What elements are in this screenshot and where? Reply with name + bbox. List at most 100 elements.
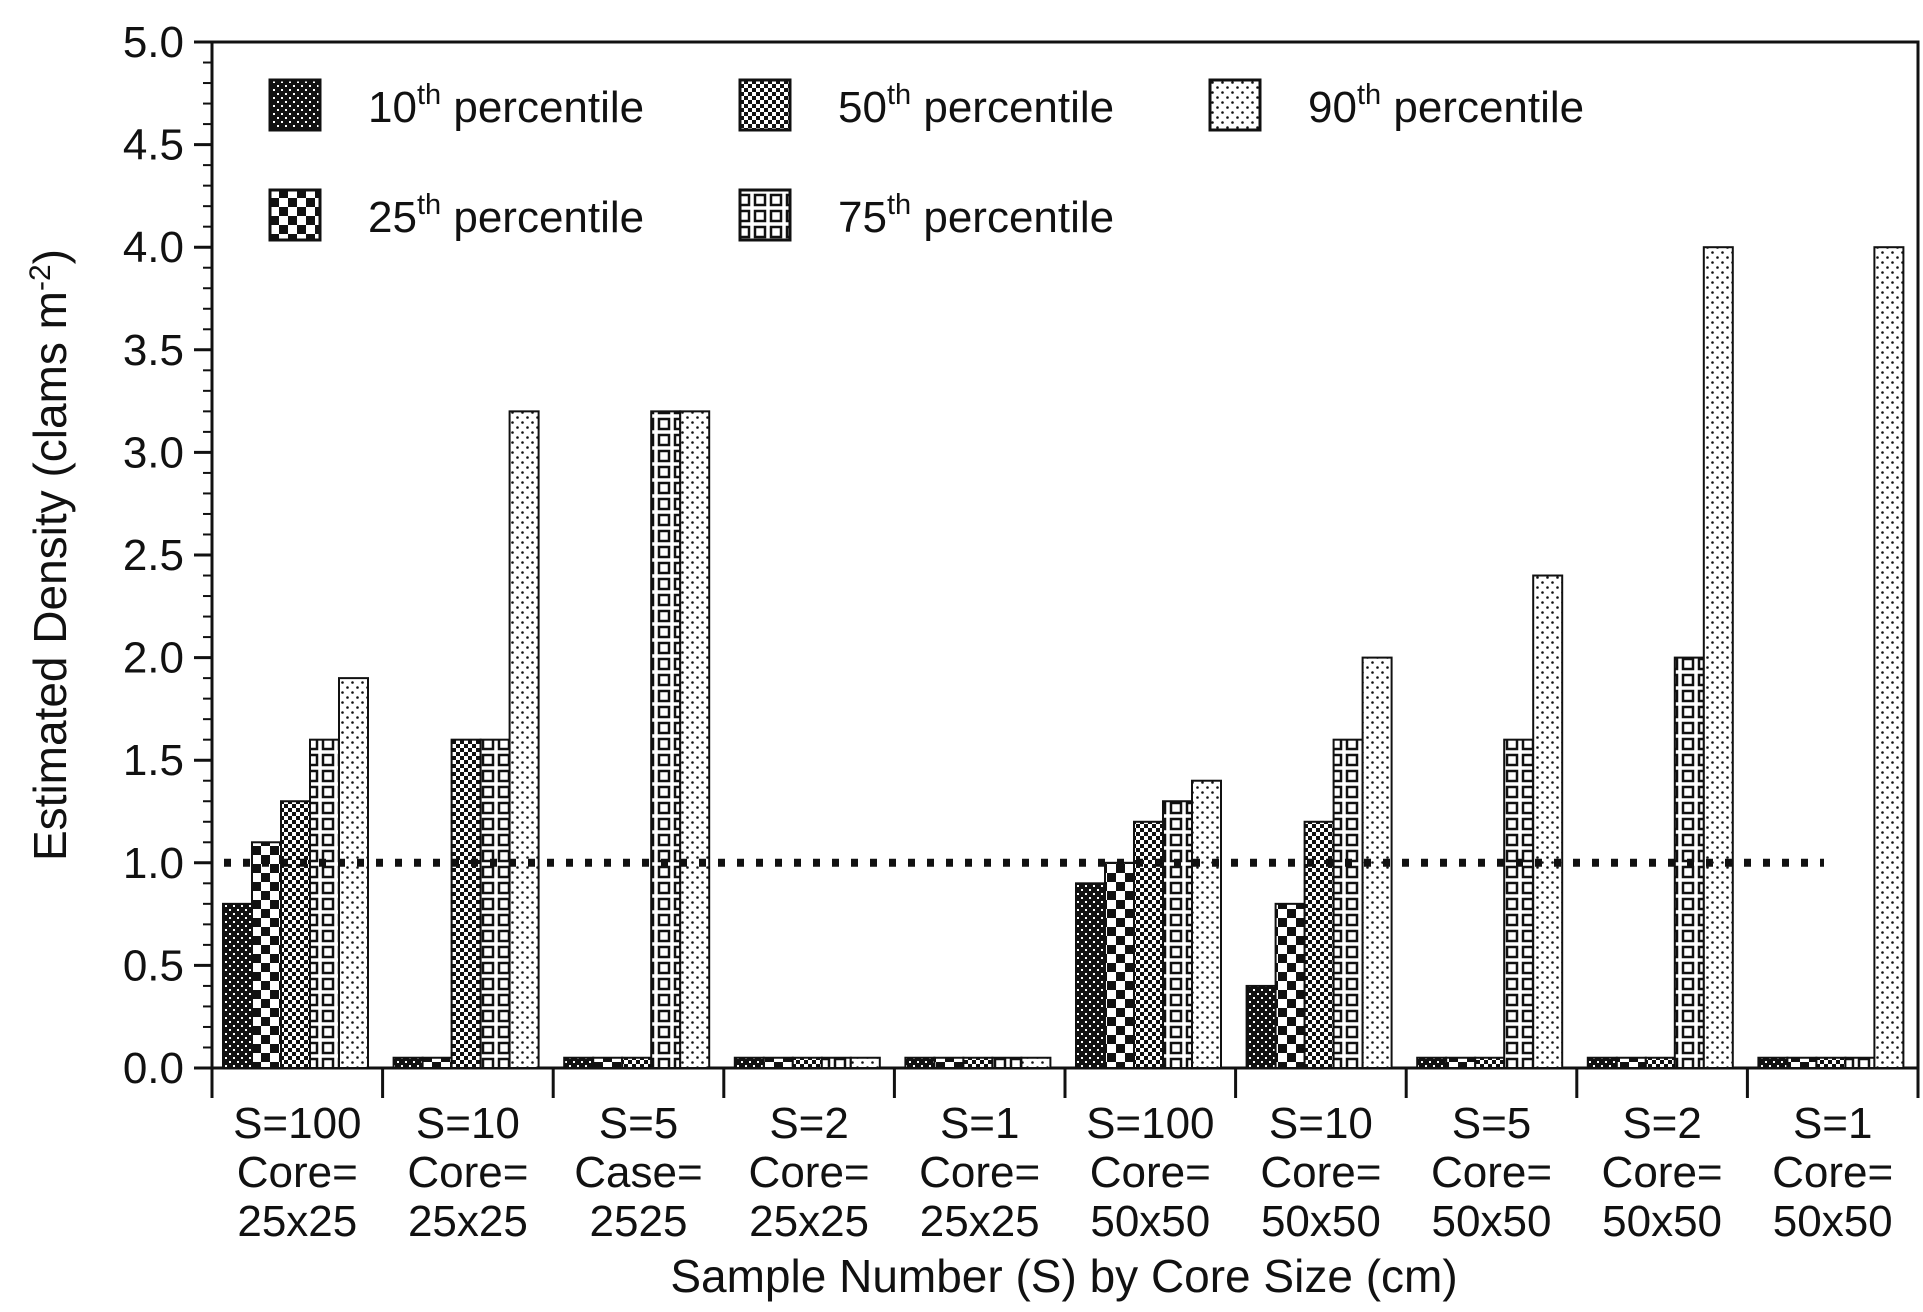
legend-label-number: 75 <box>838 193 887 242</box>
x-tick-label-line: Core= <box>1090 1148 1211 1197</box>
x-tick-label-line: S=100 <box>233 1099 361 1148</box>
y-axis-title: Estimated Density (clams m-2) <box>24 249 76 861</box>
x-tick-label-line: 25x25 <box>408 1197 528 1246</box>
x-tick-label-line: 25x25 <box>237 1197 357 1246</box>
bar <box>1786 1056 1818 1069</box>
legend-item-75: 75th percentile <box>738 188 1114 242</box>
bar-series-10 <box>222 882 1789 1070</box>
bar <box>280 800 311 1069</box>
x-tick-label-line: S=5 <box>1452 1099 1532 1148</box>
bar <box>1615 1056 1647 1069</box>
bar <box>679 410 711 1069</box>
x-tick-label-line: S=100 <box>1086 1099 1214 1148</box>
x-tick-label-line: Core= <box>1772 1148 1893 1197</box>
bar <box>1274 902 1306 1070</box>
bar <box>1020 1056 1052 1069</box>
legend-swatch <box>268 78 322 132</box>
legend-swatch <box>268 188 322 242</box>
bar <box>222 902 253 1070</box>
bar <box>650 410 682 1069</box>
bar <box>392 1056 424 1069</box>
x-tick-label-line: 25x25 <box>920 1197 1040 1246</box>
legend-label-superscript: th <box>1357 79 1381 111</box>
x-tick-label-line: Core= <box>237 1148 358 1197</box>
bar <box>1844 1056 1876 1069</box>
legend-label-number: 25 <box>368 193 417 242</box>
x-tick-label-line: 50x50 <box>1090 1197 1210 1246</box>
y-tick-label: 0.0 <box>123 1044 184 1093</box>
bar <box>1133 820 1164 1070</box>
bar <box>1757 1056 1789 1069</box>
bar <box>991 1056 1023 1069</box>
bar <box>563 1056 595 1069</box>
x-tick-label-line: S=1 <box>1793 1099 1873 1148</box>
bar <box>791 1056 823 1069</box>
bar <box>1303 820 1335 1070</box>
x-axis: S=100Core=25x25S=10Core=25x25S=5Case=252… <box>210 1068 1920 1246</box>
bar <box>733 1056 765 1069</box>
x-tick-label-line: 50x50 <box>1261 1197 1381 1246</box>
legend-label-text: percentile <box>441 83 644 132</box>
bar <box>962 1056 994 1069</box>
bar <box>1191 779 1222 1069</box>
x-tick-label-line: 50x50 <box>1602 1197 1722 1246</box>
bar <box>762 1056 794 1069</box>
x-tick-label-line: Core= <box>1260 1148 1381 1197</box>
y-tick-label: 4.0 <box>123 223 184 272</box>
bar <box>933 1056 965 1069</box>
x-tick-label-line: S=2 <box>769 1099 849 1148</box>
y-tick-label: 4.5 <box>123 121 184 170</box>
bar <box>421 1056 453 1069</box>
y-tick-label: 1.0 <box>123 839 184 888</box>
x-tick-label-line: Core= <box>1602 1148 1723 1197</box>
y-tick-label: 5.0 <box>123 18 184 67</box>
y-tick-label: 3.0 <box>123 428 184 477</box>
bar <box>1702 246 1734 1069</box>
x-tick-label-line: S=10 <box>1269 1099 1373 1148</box>
legend-label-superscript: th <box>887 79 911 111</box>
x-tick-label-line: S=2 <box>1622 1099 1702 1148</box>
bar <box>1162 800 1193 1069</box>
y-tick-label: 2.5 <box>123 531 184 580</box>
legend-label-superscript: th <box>887 189 911 221</box>
bar-series-75 <box>309 410 1876 1069</box>
legend-label: 90th percentile <box>1308 79 1584 132</box>
bar <box>450 738 482 1069</box>
bar <box>251 841 282 1070</box>
x-tick-label-line: 50x50 <box>1773 1197 1893 1246</box>
legend-item-90: 90th percentile <box>1208 78 1584 132</box>
y-tick-label: 3.5 <box>123 326 184 375</box>
y-axis-title-main: Estimated Density (clams m <box>24 291 76 861</box>
legend-label: 25th percentile <box>368 189 644 242</box>
bar <box>904 1056 936 1069</box>
bar <box>1644 1056 1676 1069</box>
bar <box>479 738 511 1069</box>
bar <box>1474 1056 1506 1069</box>
legend-label-number: 10 <box>368 83 417 132</box>
legend-swatch <box>1208 78 1262 132</box>
bar <box>1532 574 1564 1070</box>
legend-swatch <box>738 78 792 132</box>
x-tick-label-line: S=5 <box>599 1099 679 1148</box>
legend-label-superscript: th <box>417 79 441 111</box>
bar-series-group <box>222 246 1905 1070</box>
y-tick-label: 1.5 <box>123 736 184 785</box>
x-tick-label-line: Core= <box>749 1148 870 1197</box>
legend-item-10: 10th percentile <box>268 78 644 132</box>
x-tick-label-line: 25x25 <box>749 1197 869 1246</box>
y-axis-title-unit-exponent: -2 <box>24 264 57 291</box>
legend-label-text: percentile <box>441 193 644 242</box>
bar <box>1586 1056 1618 1069</box>
legend-label-superscript: th <box>417 189 441 221</box>
legend-item-50: 50th percentile <box>738 78 1114 132</box>
x-tick-label-line: Case= <box>574 1148 702 1197</box>
x-tick-label-line: S=1 <box>940 1099 1020 1148</box>
bar <box>1245 984 1277 1069</box>
x-tick-label-line: 50x50 <box>1432 1197 1552 1246</box>
bar-series-90 <box>338 246 1905 1070</box>
legend-label-number: 90 <box>1308 83 1357 132</box>
x-tick-label-line: S=10 <box>416 1099 520 1148</box>
bar <box>508 410 540 1069</box>
x-axis-title: Sample Number (S) by Core Size (cm) <box>670 1250 1457 1302</box>
